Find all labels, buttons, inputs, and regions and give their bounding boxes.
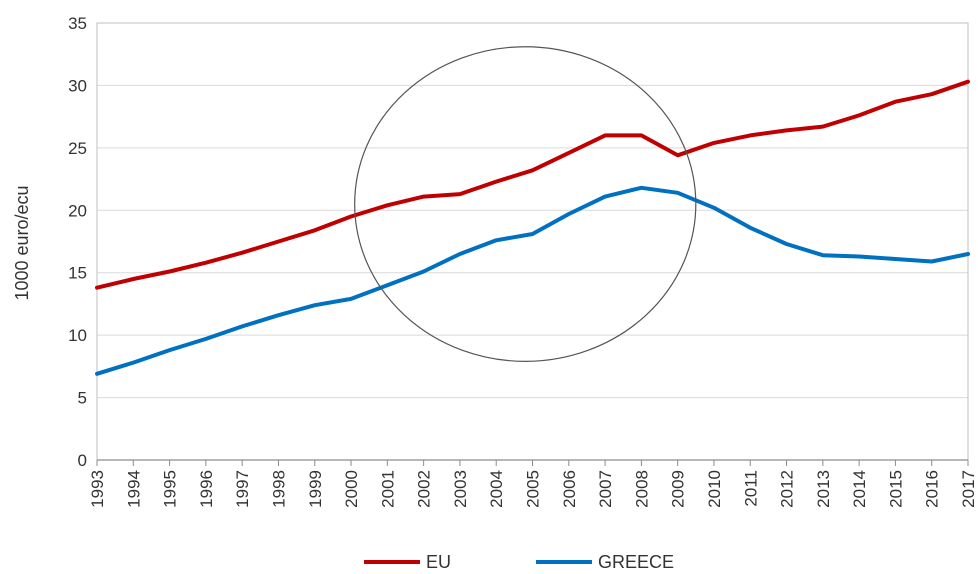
x-tick-label: 2003 (451, 470, 470, 508)
x-tick-label: 2007 (596, 470, 615, 508)
series-line-eu (95, 79, 970, 290)
x-tick-label: 2005 (524, 470, 543, 508)
y-axis-title: 1000 euro/ecu (12, 185, 32, 300)
y-tick-label: 0 (78, 451, 87, 470)
gridlines (97, 22, 968, 399)
series-lines (95, 79, 970, 376)
highlight-circle (354, 46, 697, 362)
x-tick-label: 1998 (269, 470, 288, 508)
x-tick-label: 2008 (632, 470, 651, 508)
y-tick-label: 10 (68, 326, 87, 345)
y-tick-label: 15 (68, 264, 87, 283)
x-tick-label: 2002 (415, 470, 434, 508)
plot-area (96, 22, 969, 461)
x-tick-label: 1993 (88, 470, 107, 508)
y-tick-label: 20 (68, 201, 87, 220)
x-tick-label: 1999 (306, 470, 325, 508)
x-tick-label: 2016 (923, 470, 942, 508)
x-tick-label: 2004 (487, 470, 506, 508)
x-tick-label: 2009 (669, 470, 688, 508)
x-tick-label: 1996 (197, 470, 216, 508)
x-tick-label: 2011 (741, 470, 760, 507)
y-tick-label: 25 (68, 139, 87, 158)
x-tick-label: 2001 (378, 470, 397, 508)
x-tick-label: 2006 (560, 470, 579, 508)
x-tick-label: 2012 (778, 470, 797, 508)
x-tick-label: 2000 (342, 470, 361, 508)
x-axis: 1993 1994 1995 1996 1997 1998 1999 2000 2001 2002… (88, 459, 978, 508)
x-tick-label: 1997 (233, 470, 252, 508)
annotation-layer (354, 46, 697, 362)
legend-label: EU (426, 552, 451, 572)
x-tick-label: 2017 (959, 470, 978, 508)
x-tick-label: 2015 (886, 470, 905, 508)
series-line-greece (95, 185, 970, 376)
x-tick-label: 1995 (161, 470, 180, 508)
y-axis: 0 5 10 15 20 25 30 35 (68, 14, 87, 470)
legend: EU GREECE (364, 552, 674, 572)
legend-label: GREECE (598, 552, 674, 572)
y-tick-label: 5 (78, 389, 87, 408)
x-tick-label: 1994 (124, 470, 143, 508)
y-tick-label: 30 (68, 76, 87, 95)
y-tick-label: 35 (68, 14, 87, 33)
x-tick-label: 2014 (850, 470, 869, 508)
x-tick-label: 2013 (814, 470, 833, 508)
legend-item-greece: GREECE (536, 552, 674, 572)
x-tick-label: 2010 (705, 470, 724, 508)
legend-item-eu: EU (364, 552, 451, 572)
plot-border (96, 22, 969, 461)
